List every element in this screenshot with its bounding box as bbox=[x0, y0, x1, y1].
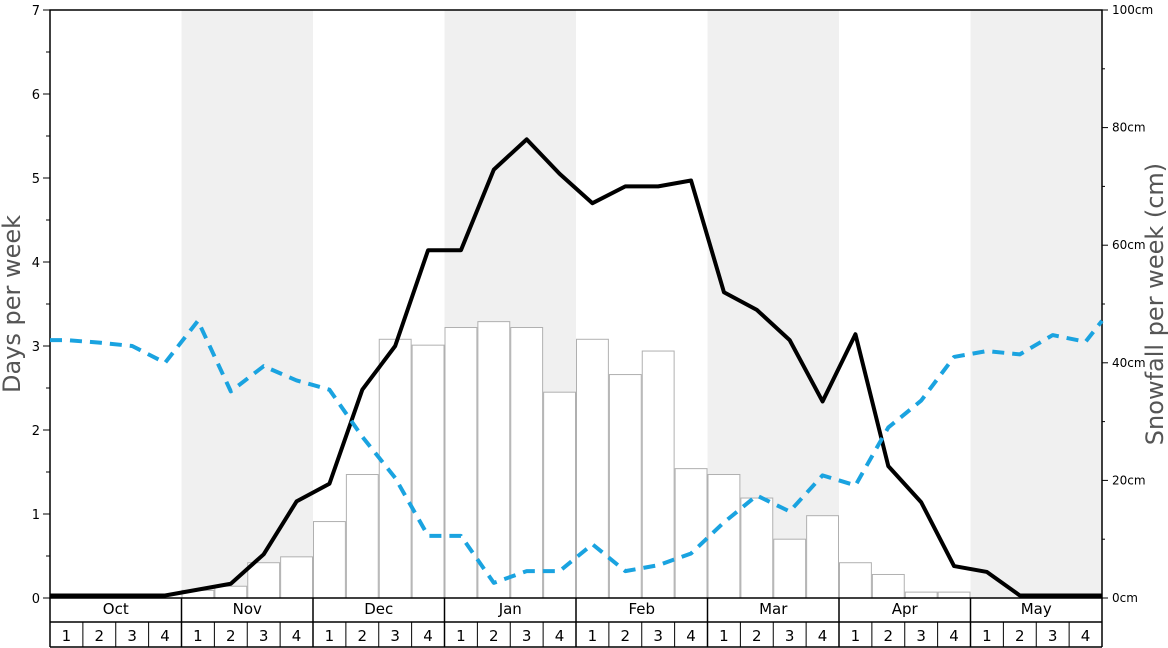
snowfall-bar bbox=[444, 327, 478, 599]
left-tick-label: 6 bbox=[32, 88, 40, 103]
week-label: 2 bbox=[1015, 627, 1025, 645]
snowfall-bar bbox=[543, 391, 576, 599]
snowfall-bar bbox=[576, 338, 609, 599]
week-label: 1 bbox=[851, 627, 861, 645]
week-label: 2 bbox=[621, 627, 631, 645]
snowfall-bar bbox=[740, 497, 774, 599]
week-label: 4 bbox=[818, 627, 828, 645]
dashed-line bbox=[50, 318, 1104, 585]
week-label: 1 bbox=[325, 627, 335, 645]
snowfall-bar bbox=[313, 521, 346, 599]
left-tick-label: 2 bbox=[32, 424, 40, 439]
week-label: 3 bbox=[916, 627, 926, 645]
week-label: 1 bbox=[588, 627, 598, 645]
week-label: 4 bbox=[1081, 627, 1091, 645]
left-axis-title: Days per week bbox=[0, 215, 26, 393]
month-label: Jan bbox=[498, 600, 522, 618]
snowfall-bar bbox=[411, 344, 445, 599]
snowfall-bar bbox=[247, 562, 281, 599]
month-bands bbox=[181, 10, 1102, 598]
week-label: 3 bbox=[127, 627, 137, 645]
right-tick-label: 80cm bbox=[1112, 121, 1146, 135]
week-label: 3 bbox=[653, 627, 663, 645]
left-tick-label: 5 bbox=[32, 172, 40, 187]
right-tick-label: 60cm bbox=[1112, 238, 1146, 252]
solid-line bbox=[50, 137, 1102, 598]
week-label: 4 bbox=[686, 627, 696, 645]
left-tick-label: 7 bbox=[32, 4, 40, 19]
week-label: 4 bbox=[555, 627, 565, 645]
right-tick-label: 40cm bbox=[1112, 356, 1146, 370]
snowfall-bar bbox=[345, 474, 379, 599]
month-label: Nov bbox=[233, 600, 262, 618]
snowfall-bar bbox=[641, 350, 675, 599]
week-label: 1 bbox=[719, 627, 729, 645]
month-label: Oct bbox=[103, 600, 129, 618]
week-label: 4 bbox=[292, 627, 302, 645]
snowfall-bar bbox=[773, 538, 807, 599]
snowfall-bar bbox=[839, 562, 872, 599]
week-label: 4 bbox=[160, 627, 170, 645]
week-label: 2 bbox=[884, 627, 894, 645]
week-label: 1 bbox=[456, 627, 466, 645]
month-label: Mar bbox=[759, 600, 788, 618]
week-label: 2 bbox=[358, 627, 368, 645]
month-label: May bbox=[1021, 600, 1052, 618]
month-label: Apr bbox=[892, 600, 919, 618]
month-label: Dec bbox=[364, 600, 393, 618]
series-lines bbox=[50, 137, 1104, 598]
right-tick-label: 20cm bbox=[1112, 473, 1146, 487]
left-tick-label: 4 bbox=[32, 256, 40, 271]
week-label: 2 bbox=[226, 627, 236, 645]
snowfall-bar bbox=[214, 585, 248, 599]
week-label: 3 bbox=[390, 627, 400, 645]
snowfall-bar bbox=[937, 591, 971, 599]
right-tick-label: 100cm bbox=[1112, 3, 1153, 17]
snowfall-bar bbox=[510, 327, 544, 599]
snowfall-bar bbox=[904, 591, 938, 599]
month-band bbox=[970, 10, 1102, 598]
left-axis: 0 1 2 3 4 5 6 7 bbox=[32, 4, 50, 607]
snowfall-bars bbox=[181, 321, 971, 599]
week-label: 4 bbox=[949, 627, 959, 645]
week-label: 2 bbox=[752, 627, 762, 645]
week-label: 4 bbox=[423, 627, 433, 645]
snowfall-bar bbox=[477, 321, 511, 599]
left-tick-label: 0 bbox=[32, 592, 40, 607]
week-label: 3 bbox=[522, 627, 532, 645]
week-label: 1 bbox=[193, 627, 203, 645]
snowfall-bar bbox=[674, 468, 708, 599]
week-label: 3 bbox=[1048, 627, 1058, 645]
snowfall-bar bbox=[871, 573, 905, 599]
left-tick-label: 3 bbox=[32, 340, 40, 355]
week-label: 3 bbox=[785, 627, 795, 645]
week-label: 2 bbox=[95, 627, 105, 645]
right-axis: 0cm 20cm 40cm 60cm 80cm 100cm bbox=[1102, 3, 1153, 605]
left-tick-label: 1 bbox=[32, 508, 40, 523]
week-label: 3 bbox=[259, 627, 269, 645]
month-band bbox=[181, 10, 313, 598]
month-label: Feb bbox=[628, 600, 655, 618]
snowfall-bar bbox=[707, 474, 741, 599]
snowfall-bar bbox=[806, 515, 839, 599]
snowfall-bar bbox=[280, 556, 313, 599]
week-label: 1 bbox=[982, 627, 992, 645]
week-label: 1 bbox=[62, 627, 72, 645]
snowfall-bar bbox=[378, 338, 412, 599]
x-axis: Oct 1 2 3 4 Nov 1 2 3 4 Dec 1 2 3 4 Jan 1 2 3 4 Feb 1 2 3 4 Mar 1 2… bbox=[49, 598, 1103, 648]
right-tick-label: 0cm bbox=[1112, 591, 1138, 605]
week-label: 2 bbox=[489, 627, 499, 645]
right-axis-title: Snowfall per week (cm) bbox=[1141, 163, 1168, 445]
